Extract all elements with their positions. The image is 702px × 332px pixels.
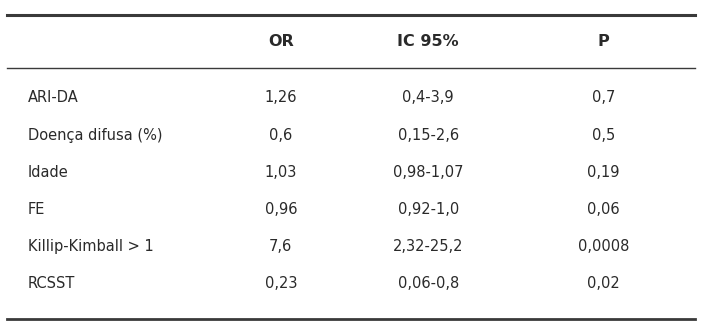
Text: 0,92-1,0: 0,92-1,0 <box>397 202 459 217</box>
Text: 0,19: 0,19 <box>588 165 620 180</box>
Text: Doença difusa (%): Doença difusa (%) <box>28 127 163 143</box>
Text: 0,98-1,07: 0,98-1,07 <box>393 165 463 180</box>
Text: IC 95%: IC 95% <box>397 34 459 49</box>
Text: RCSST: RCSST <box>28 276 75 291</box>
Text: P: P <box>598 34 609 49</box>
Text: OR: OR <box>268 34 293 49</box>
Text: Killip-Kimball > 1: Killip-Kimball > 1 <box>28 239 154 254</box>
Text: 0,7: 0,7 <box>592 90 616 106</box>
Text: 0,23: 0,23 <box>265 276 297 291</box>
Text: FE: FE <box>28 202 46 217</box>
Text: Idade: Idade <box>28 165 69 180</box>
Text: 0,0008: 0,0008 <box>578 239 630 254</box>
Text: 0,5: 0,5 <box>592 127 616 143</box>
Text: 0,6: 0,6 <box>269 127 293 143</box>
Text: ARI-DA: ARI-DA <box>28 90 79 106</box>
Text: 0,06-0,8: 0,06-0,8 <box>397 276 459 291</box>
Text: 0,02: 0,02 <box>588 276 620 291</box>
Text: 0,06: 0,06 <box>588 202 620 217</box>
Text: 7,6: 7,6 <box>269 239 293 254</box>
Text: 0,15-2,6: 0,15-2,6 <box>397 127 459 143</box>
Text: 1,26: 1,26 <box>265 90 297 106</box>
Text: 1,03: 1,03 <box>265 165 297 180</box>
Text: 2,32-25,2: 2,32-25,2 <box>393 239 463 254</box>
Text: 0,4-3,9: 0,4-3,9 <box>402 90 454 106</box>
Text: 0,96: 0,96 <box>265 202 297 217</box>
